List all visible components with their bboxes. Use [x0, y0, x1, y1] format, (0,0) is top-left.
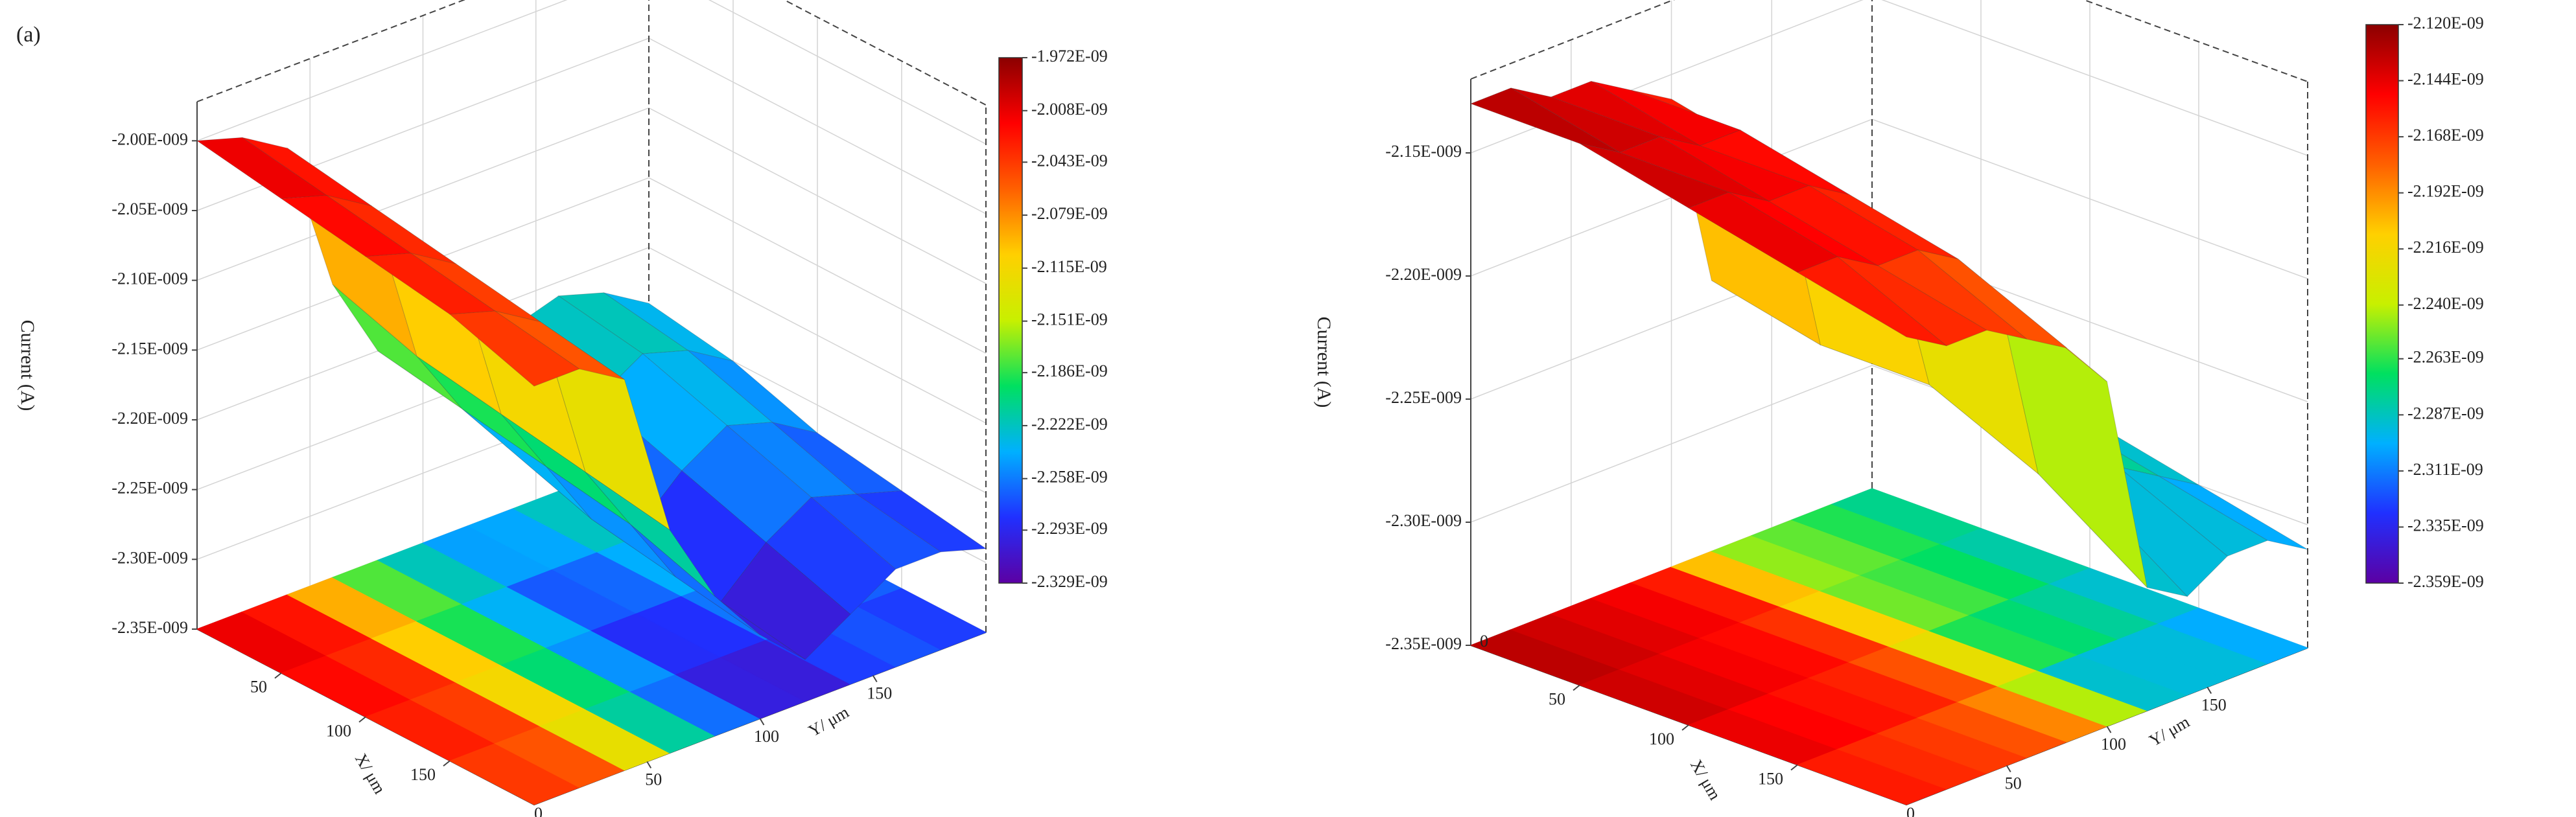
x-axis-label: X/ μm: [351, 750, 389, 797]
x-tick: [1681, 724, 1689, 731]
z-tick-label: -2.35E-009: [111, 618, 188, 637]
y-tick: [2006, 765, 2011, 773]
surface-cell: [2158, 476, 2308, 550]
y-tick: [2106, 726, 2112, 733]
y-tick-label: 150: [2201, 695, 2227, 714]
colorbar-tick-label: -2.293E-09: [1031, 519, 1108, 538]
x-tick: [274, 672, 282, 679]
y-tick-label: 50: [645, 770, 662, 788]
colorbar-tick-label: -1.972E-09: [1031, 47, 1108, 65]
box-edge: [782, 0, 987, 106]
x-tick-label: 50: [1549, 689, 1565, 708]
floor-contour: [2157, 607, 2309, 664]
x-tick-label: 100: [326, 721, 351, 740]
x-tick-label: 50: [250, 678, 267, 696]
z-tick-label: -2.00E-009: [111, 130, 188, 148]
colorbar-tick-label: -2.043E-09: [1031, 151, 1108, 170]
x-tick: [1573, 684, 1580, 691]
surface-cell: [1837, 256, 1987, 347]
z-tick-label: -2.30E-009: [1385, 511, 1462, 530]
colorbar-tick-label: -2.222E-09: [1031, 415, 1108, 433]
colorbar-tick-label: -2.287E-09: [2407, 404, 2484, 422]
z-tick-label: -2.20E-009: [1385, 265, 1462, 284]
surface-cell: [1997, 292, 2148, 589]
y-tick-label: 150: [867, 684, 892, 702]
colorbar-tick-label: -2.258E-09: [1031, 468, 1108, 487]
z-axis-label: Current (A): [1313, 317, 1335, 408]
colorbar-tick-label: -2.151E-09: [1031, 310, 1108, 329]
z-axis-label: Current (A): [17, 320, 38, 411]
z-tick-label: -2.35E-009: [1385, 634, 1462, 653]
x-tick: [1790, 764, 1798, 771]
colorbar-tick-label: -2.359E-09: [2407, 572, 2484, 591]
x-tick-label: 150: [1758, 769, 1783, 788]
colorbar-tick-label: -2.335E-09: [2407, 516, 2484, 535]
y-tick: [872, 674, 878, 683]
colorbar-tick-label: -2.192E-09: [2407, 182, 2484, 201]
colorbar-tick-label: -2.216E-09: [2407, 238, 2484, 257]
z-tick-label: -2.25E-009: [1385, 388, 1462, 407]
corner-label: 0: [1480, 632, 1488, 650]
surface-plot: -2.15E-009 -2.20E-009 -2.25E-009 -2.30E-009…: [1313, 0, 2484, 817]
corner-label: 0: [534, 804, 543, 817]
colorbar-tick-label: -2.008E-09: [1031, 100, 1108, 119]
z-tick-label: -2.15E-009: [1385, 142, 1462, 161]
surface-cell: [449, 310, 580, 387]
y-axis-label: Y/ μm: [2146, 712, 2192, 750]
colorbar-tick-label: -2.120E-09: [2407, 14, 2484, 32]
colorbar-tick-label: -2.186E-09: [1031, 362, 1108, 380]
z-tick-label: -2.15E-009: [111, 339, 188, 358]
surface-cell: [1796, 256, 1947, 347]
box-edge: [196, 0, 466, 102]
y-tick-label: 100: [2101, 735, 2126, 754]
colorbar-tick-label: -2.240E-09: [2407, 294, 2484, 313]
x-tick: [443, 760, 451, 767]
x-axis-label: X/ μm: [1687, 756, 1724, 803]
y-tick-label: 50: [2005, 774, 2022, 792]
y-tick: [759, 718, 765, 726]
colorbar-tick-label: -2.263E-09: [2407, 348, 2484, 367]
colorbar: [998, 57, 1023, 584]
grid-line: [1470, 119, 2308, 279]
z-tick-label: -2.30E-009: [111, 548, 188, 567]
z-tick-label: -2.10E-009: [111, 270, 188, 288]
z-tick-label: -2.25E-009: [111, 479, 188, 498]
panel-label: (a): [16, 23, 41, 47]
y-tick-label: 100: [754, 727, 779, 746]
surface-cell: [539, 321, 670, 531]
surface-cell: [495, 310, 625, 380]
colorbar: [2365, 24, 2399, 584]
floor-contour: [856, 588, 987, 650]
x-tick-label: 100: [1649, 730, 1674, 748]
y-tick: [646, 761, 652, 769]
grid-line: [196, 0, 987, 144]
z-tick-label: -2.05E-009: [111, 200, 188, 218]
colorbar-tick-label: -2.329E-09: [1031, 572, 1108, 591]
x-tick: [358, 716, 366, 723]
y-axis-label: Y/ μm: [805, 702, 852, 740]
box-edge: [2082, 0, 2308, 82]
z-tick-label: -2.20E-009: [111, 409, 188, 428]
surface-plot: -2.00E-009 -2.05E-009 -2.10E-009 -2.15E-009…: [16, 0, 1108, 817]
y-tick: [2207, 686, 2212, 695]
colorbar-tick-label: -2.079E-09: [1031, 204, 1108, 223]
colorbar-tick-label: -2.144E-09: [2407, 70, 2484, 89]
colorbar-tick-label: -2.168E-09: [2407, 126, 2484, 144]
colorbar-tick-label: -2.311E-09: [2407, 460, 2483, 479]
corner-label: 0: [1906, 804, 1915, 817]
x-tick-label: 150: [410, 765, 436, 784]
colorbar-tick-label: -2.115E-09: [1031, 257, 1107, 276]
